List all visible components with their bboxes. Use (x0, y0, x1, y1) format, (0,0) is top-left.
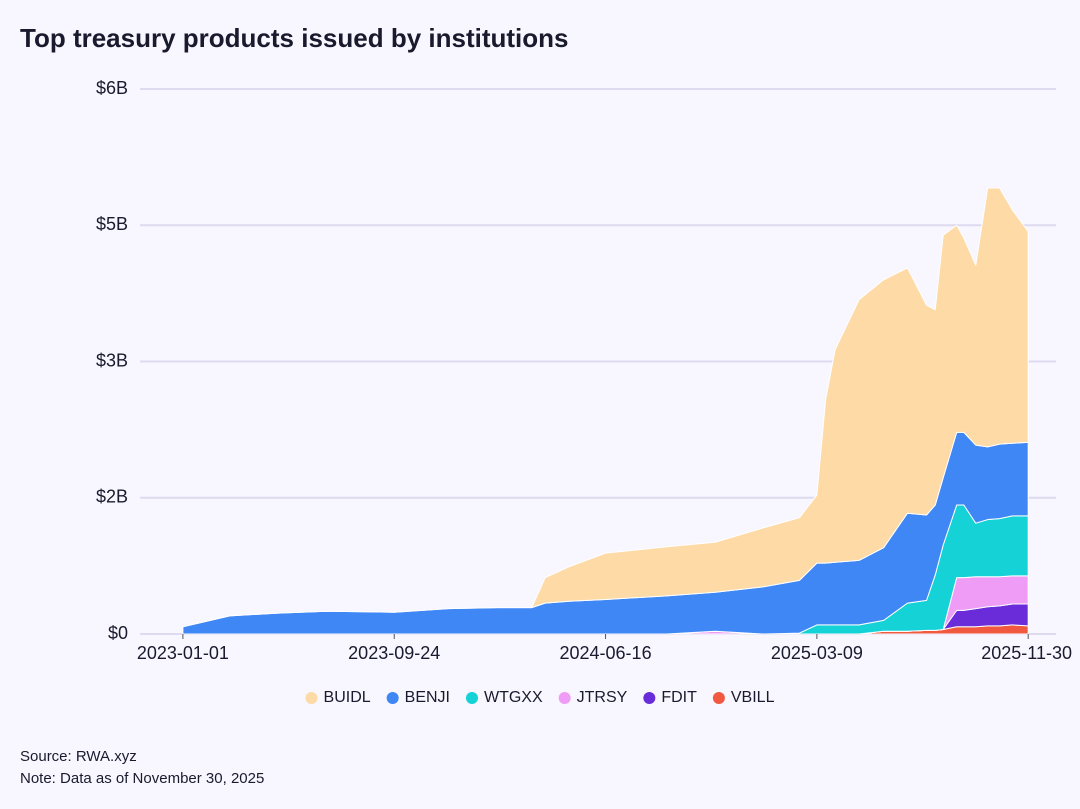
legend-label: BENJI (405, 689, 450, 706)
x-tick-label: 2023-09-24 (348, 643, 440, 663)
legend-swatch (465, 692, 478, 704)
data-note: Note: Data as of November 30, 2025 (20, 770, 264, 787)
legend-label: VBILL (731, 689, 775, 706)
x-tick-label: 2024-06-16 (560, 643, 652, 663)
legend-label: JTRSY (577, 689, 628, 706)
legend-label: BUIDL (324, 689, 371, 706)
x-tick-label: 2025-11-30 (981, 643, 1072, 663)
source-note: Source: RWA.xyz (20, 748, 137, 765)
y-tick-label: $5B (96, 214, 128, 234)
area (182, 187, 1029, 628)
y-tick-label: $2B (96, 487, 128, 507)
y-tick-label: $0 (108, 623, 128, 643)
legend-label: WTGXX (484, 689, 543, 706)
y-tick-label: $6B (96, 78, 128, 98)
y-tick-label: $3B (96, 350, 128, 370)
x-tick-label: 2023-01-01 (137, 643, 229, 663)
legend-label: FDIT (661, 689, 697, 706)
axes: $0 $2B $3B $5B $6B 2023-01-01 2023-09-24 2024-0… (96, 78, 1072, 663)
legend-swatch (643, 692, 656, 704)
x-tick-label: 2025-03-09 (771, 643, 863, 663)
legend-item: BENJI (386, 689, 450, 706)
legend-item: VBILL (712, 689, 775, 706)
legend-swatch (558, 692, 571, 704)
legend-item: JTRSY (558, 689, 628, 706)
legend-swatch (305, 692, 318, 704)
legend: BUIDL BENJI WTGXX JTRSY FDIT VBILL (305, 689, 775, 706)
legend-item: WTGXX (465, 689, 543, 706)
legend-swatch (712, 692, 725, 704)
legend-item: FDIT (643, 689, 697, 706)
plot-area (182, 187, 1029, 635)
legend-item: BUIDL (305, 689, 371, 706)
chart-title: Top treasury products issued by institut… (20, 23, 568, 53)
legend-swatch (386, 692, 399, 704)
